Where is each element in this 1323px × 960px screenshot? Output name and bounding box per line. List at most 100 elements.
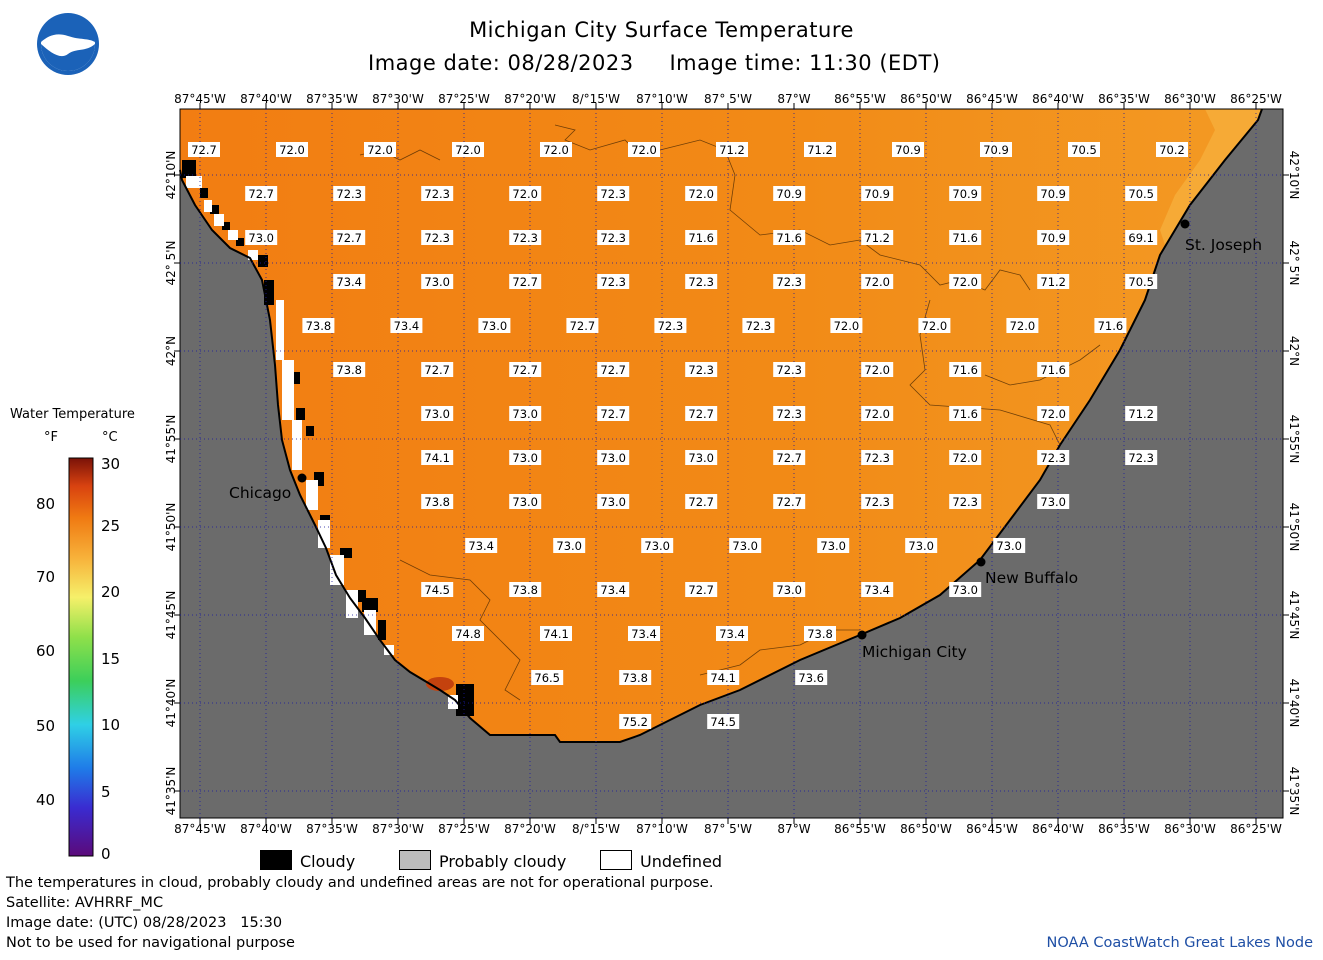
- temperature-value: 70.5: [1128, 275, 1154, 289]
- temperature-label-bg: [1037, 230, 1070, 245]
- color-scale-bar: [68, 457, 94, 857]
- temperature-value: 70.9: [1040, 231, 1066, 245]
- temperature-label-bg: [949, 230, 982, 245]
- temperature-label: 72.7: [597, 406, 630, 421]
- temperature-value: 73.0: [512, 495, 538, 509]
- city-marker-icon: [857, 630, 867, 640]
- unit-fahrenheit: °F: [44, 430, 58, 445]
- lon-label: 86°30'W: [1164, 822, 1216, 836]
- lat-label: 42°10'N: [1287, 151, 1301, 200]
- lat-label: 41°45'N: [1287, 591, 1301, 640]
- temperature-value: 73.0: [1040, 495, 1066, 509]
- temperature-label: 73.4: [390, 318, 423, 333]
- city-marker-icon: [297, 473, 307, 483]
- cloud-pixel: [264, 280, 274, 305]
- temperature-value: 73.4: [864, 583, 890, 597]
- city-marker-icon: [976, 557, 986, 567]
- lon-label: 8/°15'W: [572, 92, 620, 106]
- temperature-value: 70.9: [952, 187, 978, 201]
- temperature-label: 72.7: [421, 362, 454, 377]
- temperature-value: 72.0: [455, 143, 481, 157]
- temperature-label: 73.0: [421, 274, 454, 289]
- temperature-value: 72.3: [424, 187, 450, 201]
- undefined-pixel: [214, 214, 224, 226]
- temperature-label: 72.7: [566, 318, 599, 333]
- temperature-label-bg: [333, 186, 366, 201]
- temperature-label-bg: [390, 318, 423, 333]
- lon-label: 86°25'W: [1230, 92, 1282, 106]
- temperature-label: 71.2: [716, 142, 748, 157]
- temperature-label: 72.3: [654, 318, 687, 333]
- lat-label: 41°55'N: [164, 415, 178, 464]
- temperature-value: 72.3: [1040, 451, 1066, 465]
- temperature-label-bg: [302, 318, 335, 333]
- lat-label: 42°10'N: [164, 151, 178, 200]
- temperature-label: 73.0: [993, 538, 1026, 553]
- lon-label: 87° 5'W: [704, 822, 752, 836]
- probably-cloudy-swatch: [399, 850, 431, 870]
- temperature-label-bg: [597, 186, 630, 201]
- cloud-pixel: [258, 255, 268, 267]
- lon-label: 86°55'W: [834, 822, 886, 836]
- city-markers: Chicago St. Joseph New Buffalo Michigan Cit…: [229, 219, 1262, 661]
- graticule: [174, 103, 1289, 824]
- temperature-label: 73.0: [773, 582, 806, 597]
- lat-label: 41°35'N: [164, 767, 178, 816]
- temperature-label-bg: [1037, 274, 1070, 289]
- lat-label: 42° 5'N: [164, 241, 178, 286]
- temperature-label-bg: [773, 274, 806, 289]
- temperature-label-bg: [597, 494, 630, 509]
- lat-label: 42° 5'N: [1287, 241, 1301, 286]
- temperature-label-bg: [949, 406, 982, 421]
- lon-label: 87°W: [777, 822, 810, 836]
- temperature-label-bg: [773, 362, 806, 377]
- temperature-label: 72.0: [628, 142, 660, 157]
- undefined-pixel: [186, 176, 202, 188]
- temperature-label: 72.0: [540, 142, 572, 157]
- temperature-label: 71.6: [949, 406, 982, 421]
- temperature-label-bg: [1037, 494, 1070, 509]
- temperature-label-bg: [421, 274, 454, 289]
- temperature-value: 73.0: [996, 539, 1022, 553]
- temperature-label-bg: [685, 274, 718, 289]
- temperature-label-bg: [421, 494, 454, 509]
- longitude-labels-bottom: 87°45'W 87°40'W 87°35'W 87°30'W 87°25'W 87°20…: [174, 822, 1282, 836]
- temperature-value: 73.0: [600, 495, 626, 509]
- temperature-value: 73.0: [482, 319, 508, 333]
- temperature-label-bg: [1037, 362, 1070, 377]
- temperature-label: 73.0: [1037, 494, 1070, 509]
- temperature-label-bg: [421, 582, 454, 597]
- temperature-label-bg: [1094, 318, 1127, 333]
- temperature-value: 71.2: [719, 143, 745, 157]
- shoreline: [179, 108, 1263, 743]
- temperature-label: 73.0: [949, 582, 982, 597]
- temperature-value: 71.6: [688, 231, 714, 245]
- temperature-label: 72.3: [742, 318, 775, 333]
- temperature-value: 72.3: [658, 319, 684, 333]
- temperature-label: 71.6: [949, 362, 982, 377]
- temperature-value: 72.3: [1128, 451, 1154, 465]
- temperature-value: 73.8: [424, 495, 450, 509]
- legend-title: Water Temperature: [10, 407, 135, 422]
- temperature-label-bg: [861, 230, 894, 245]
- temperature-label-bg: [905, 538, 938, 553]
- temperature-value: 70.9: [864, 187, 890, 201]
- undefined-pixel: [282, 360, 294, 420]
- temperature-label-bg: [597, 406, 630, 421]
- temperature-value: 72.7: [600, 363, 626, 377]
- lon-label: 87° 5'W: [704, 92, 752, 106]
- temperature-value: 73.0: [644, 539, 670, 553]
- temperature-label-bg: [641, 538, 674, 553]
- temperature-value: 72.7: [191, 143, 217, 157]
- temperature-value: 72.7: [776, 495, 802, 509]
- temperature-label-bg: [892, 142, 924, 157]
- temperature-label: 73.8: [619, 670, 652, 685]
- temperature-label: 71.2: [804, 142, 836, 157]
- temperature-label: 71.2: [861, 230, 894, 245]
- temperature-label-bg: [685, 362, 718, 377]
- lon-label: 87°W: [777, 92, 810, 106]
- c-tick: 30: [101, 455, 121, 473]
- temperature-value: 72.7: [600, 407, 626, 421]
- c-tick: 5: [101, 783, 111, 801]
- lon-label: 86°40'W: [1032, 92, 1084, 106]
